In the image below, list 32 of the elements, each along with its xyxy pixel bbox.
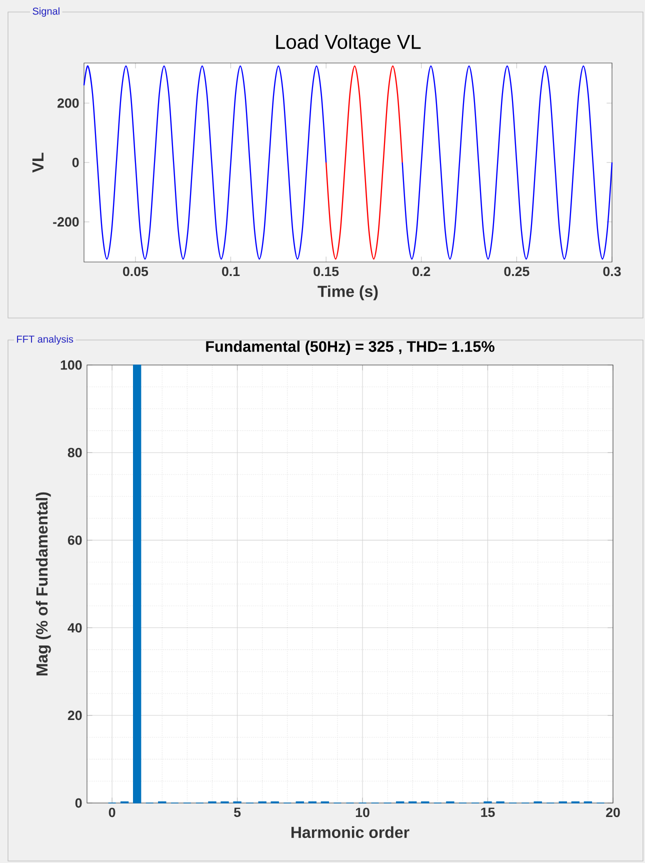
y-axis-title: VL: [32, 152, 44, 173]
x-tick-label: 0.1: [222, 266, 240, 276]
x-axis-title: Time (s): [318, 285, 378, 300]
x-tick-label: 0.2: [412, 266, 430, 276]
x-tick-label: 15: [481, 808, 495, 817]
x-tick-label: 5: [234, 808, 241, 817]
text: FFT analysis: [17, 335, 74, 345]
chart-title: Fundamental (50Hz) = 325 , THD= 1.15%: [206, 340, 494, 355]
x-tick-label: 20: [606, 808, 620, 818]
x-tick-label: 10: [356, 808, 370, 818]
y-tick-label: 60: [68, 535, 82, 545]
y-tick-label: 80: [68, 448, 82, 458]
y-tick-label: 0: [72, 158, 79, 168]
line-series: [402, 65, 613, 260]
y-tick-label: 200: [58, 98, 79, 108]
bar: [133, 364, 142, 804]
x-tick-label: 0.3: [603, 266, 621, 276]
chart-title: Load Voltage VL: [276, 34, 421, 53]
x-axis-title: Harmonic order: [291, 826, 410, 838]
x-tick-label: 0: [108, 808, 116, 818]
text: Signal: [32, 7, 60, 17]
y-tick-label: 0: [75, 798, 82, 808]
y-tick-label: 20: [68, 710, 82, 720]
y-tick-label: -200: [53, 217, 79, 227]
line-series: [83, 65, 327, 260]
y-tick-label: 100: [60, 360, 82, 370]
x-tick-label: 0.15: [314, 266, 339, 276]
y-axis-title: Mag (% of Fundamental): [36, 492, 51, 676]
line-series: [325, 65, 403, 260]
x-tick-label: 0.05: [123, 266, 148, 276]
x-tick-label: 0.25: [504, 266, 530, 276]
y-tick-label: 40: [68, 623, 82, 633]
